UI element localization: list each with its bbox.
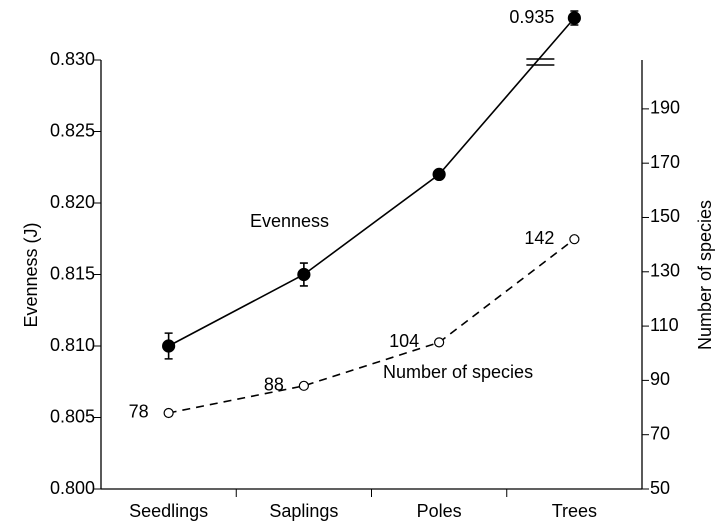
x-tick-label: Saplings [269,501,338,521]
point [298,380,309,391]
point [163,407,174,419]
y2-tick-label: 50 [650,478,670,498]
y2-axis-label: Number of species [695,200,715,350]
series-line [168,238,575,414]
y2-tick-label: 190 [650,98,680,118]
point [432,167,446,181]
data-label: 142 [524,228,554,248]
x-tick-label: Trees [552,501,597,521]
x-tick-label: Seedlings [129,501,208,521]
data-label: 78 [129,402,149,422]
y-tick-label: 0.830 [50,49,95,69]
point [297,267,311,282]
y-tick-label: 0.805 [50,406,95,426]
y2-tick-label: 150 [650,206,680,226]
y-tick-label: 0.820 [50,192,95,212]
y2-tick-label: 170 [650,152,680,172]
data-label: 104 [389,331,419,351]
x-tick-label: Poles [417,501,462,521]
y-axis-label: Evenness (J) [21,222,41,327]
y-tick-label: 0.800 [50,478,95,498]
y2-tick-label: 70 [650,423,670,443]
y-tick-label: 0.815 [50,263,95,283]
y2-tick-label: 110 [650,315,679,335]
data-label: 88 [264,375,284,395]
y-tick-label: 0.810 [50,335,95,355]
legend-label: Evenness [250,211,329,231]
point [434,337,445,348]
legend-label: Number of species [383,362,533,382]
y-tick-label: 0.825 [50,120,95,140]
point [569,234,580,245]
point [162,339,176,353]
series-line [168,17,575,347]
y2-tick-label: 90 [650,369,670,389]
data-label: 0.935 [509,7,554,27]
point [567,11,581,25]
y2-tick-label: 130 [650,261,680,281]
